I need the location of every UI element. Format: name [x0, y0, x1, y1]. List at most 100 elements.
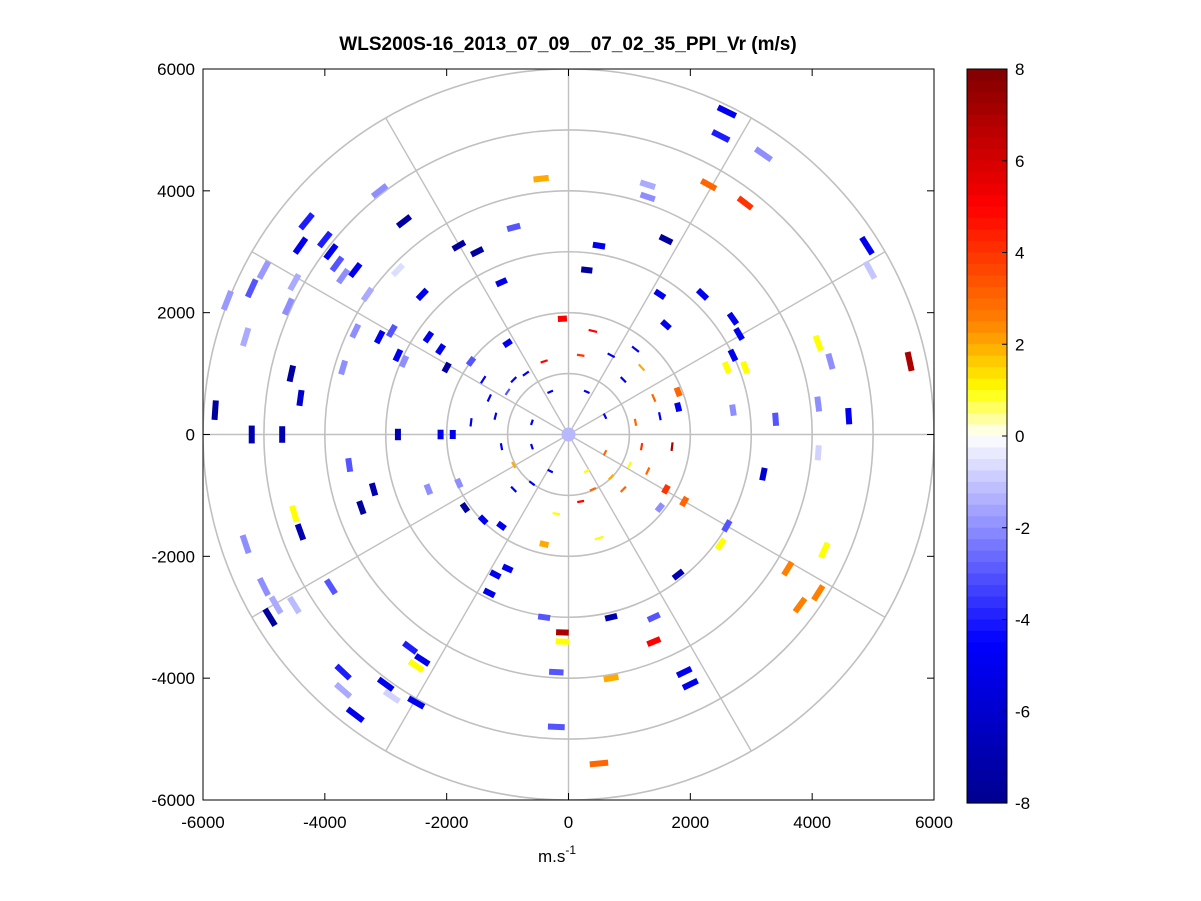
colorbar-band — [967, 218, 1007, 231]
velocity-gate — [772, 412, 780, 427]
velocity-gate — [262, 607, 278, 628]
colorbar-tick-label: 6 — [1015, 152, 1024, 171]
velocity-gate — [345, 706, 365, 723]
velocity-gate — [626, 461, 632, 469]
x-tick-label: -2000 — [425, 813, 468, 832]
colorbar-ticks: 8 6 4 2 0 -2 -4 -6 -8 — [1002, 60, 1030, 813]
velocity-gate — [639, 179, 656, 190]
velocity-gate — [422, 330, 435, 344]
y-tick-label: -2000 — [152, 547, 195, 566]
velocity-gate — [602, 449, 608, 456]
velocity-gate — [316, 230, 333, 249]
velocity-gate — [211, 400, 219, 421]
velocity-gate — [714, 537, 727, 551]
colorbar-tick-label: -4 — [1015, 611, 1030, 630]
velocity-gate — [382, 688, 401, 704]
velocity-gate — [646, 611, 661, 623]
colorbar-band — [967, 791, 1007, 804]
colorbar-band — [967, 734, 1007, 747]
velocity-gate — [385, 323, 398, 339]
velocity-gate — [257, 576, 271, 597]
colorbar-tick-label: 4 — [1015, 244, 1024, 263]
velocity-gate — [674, 402, 683, 413]
velocity-gate — [496, 520, 507, 531]
velocity-gate — [589, 486, 597, 492]
velocity-gate — [504, 388, 511, 396]
x-tick-label: 2000 — [671, 813, 709, 832]
velocity-gate — [645, 467, 651, 476]
colorbar-band — [967, 757, 1007, 770]
y-tick-label: -4000 — [152, 669, 195, 688]
velocity-gate — [576, 353, 585, 357]
colorbar-band — [967, 711, 1007, 724]
y-tick-label: 6000 — [157, 60, 195, 79]
colorbar-band — [967, 539, 1007, 552]
velocity-gate — [268, 595, 284, 615]
colorbar-band — [967, 436, 1007, 449]
velocity-gate — [721, 361, 732, 374]
velocity-gate — [580, 266, 593, 274]
velocity-gate — [459, 501, 471, 514]
velocity-gate — [287, 595, 302, 615]
colorbar-band — [967, 447, 1007, 460]
velocity-gate — [711, 129, 731, 143]
velocity-gate — [390, 262, 406, 278]
velocity-gate — [323, 243, 339, 261]
colorbar-band — [967, 252, 1007, 265]
velocity-gate — [631, 345, 640, 353]
velocity-gate — [469, 246, 485, 258]
velocity-gate — [348, 261, 363, 279]
velocity-gate — [661, 483, 671, 495]
colorbar-band — [967, 585, 1007, 598]
velocity-gate — [376, 676, 395, 692]
x-axis-label: m.s-1 — [538, 843, 576, 866]
colorbar-band — [967, 367, 1007, 380]
velocity-gate — [407, 695, 426, 710]
velocity-gate — [489, 569, 502, 580]
velocity-gate — [658, 412, 662, 421]
colorbar-band — [967, 596, 1007, 609]
azimuth-spoke — [385, 434, 570, 752]
velocity-gate — [671, 568, 685, 581]
velocity-gate — [792, 596, 808, 614]
colorbar-band — [967, 137, 1007, 150]
velocity-gate — [862, 260, 878, 280]
velocity-gate — [256, 260, 272, 280]
velocity-gate — [825, 352, 836, 370]
velocity-gate — [904, 351, 915, 372]
velocity-gate — [753, 146, 773, 163]
velocity-gate — [818, 541, 831, 559]
velocity-gate — [451, 239, 467, 252]
colorbar-tick-label: 8 — [1015, 60, 1024, 79]
colorbar-band — [967, 286, 1007, 299]
velocity-gate — [537, 613, 551, 622]
colorbar-band — [967, 493, 1007, 506]
axis-ticks: -6000 -4000 -2000 0 2000 4000 6000 6000 4000 2000… — [152, 60, 953, 832]
colorbar-band — [967, 298, 1007, 311]
velocity-gate — [583, 468, 590, 474]
velocity-gate — [499, 443, 504, 451]
velocity-gate — [740, 360, 751, 375]
colorbar-band — [967, 344, 1007, 357]
colorbar-band — [967, 321, 1007, 334]
velocity-gate — [540, 359, 548, 364]
velocity-gate — [511, 461, 517, 469]
velocity-gate — [407, 659, 425, 673]
y-tick-label: -6000 — [152, 791, 195, 810]
velocity-gate — [415, 287, 429, 302]
velocity-gate — [639, 191, 656, 203]
velocity-gate — [608, 474, 615, 481]
x-tick-label: 0 — [564, 813, 573, 832]
velocity-gate — [510, 376, 518, 384]
colorbar-band — [967, 630, 1007, 644]
colorbar-band — [967, 195, 1007, 208]
velocity-gate — [548, 668, 564, 676]
velocity-gate — [726, 311, 740, 326]
velocity-gate — [695, 287, 710, 301]
velocity-gate — [493, 412, 498, 421]
colorbar-band — [967, 229, 1007, 242]
colorbar-band — [967, 688, 1007, 701]
velocity-gate — [781, 560, 795, 577]
velocity-gate — [441, 361, 452, 374]
velocity-gate — [495, 277, 508, 288]
